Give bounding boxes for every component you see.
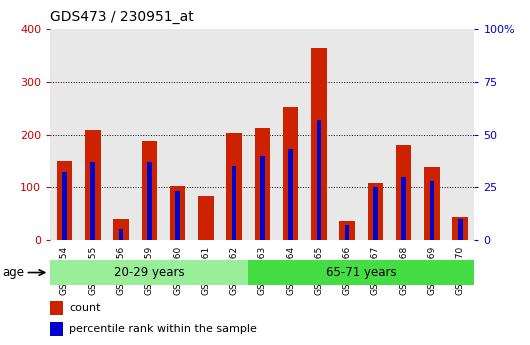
Bar [175,191,180,240]
Bar [232,166,236,240]
Bar [311,48,326,240]
Bar [226,133,242,240]
Bar [401,177,406,240]
Bar [396,145,411,240]
Bar [458,219,463,240]
Text: 65-71 years: 65-71 years [326,266,396,279]
Text: percentile rank within the sample: percentile rank within the sample [69,324,257,334]
Bar [50,301,63,315]
Bar [316,120,321,240]
Bar [424,167,440,240]
Text: GDS473 / 230951_at: GDS473 / 230951_at [50,10,194,24]
Text: 20-29 years: 20-29 years [114,266,184,279]
Bar [260,156,264,240]
Bar [85,130,101,240]
Bar [142,141,157,240]
Bar [113,219,129,240]
Bar [254,128,270,240]
Bar [288,149,293,240]
Bar [170,186,185,240]
Text: count: count [69,303,101,313]
Bar [57,161,72,240]
Bar [50,322,63,336]
Bar [345,225,349,240]
Bar [147,162,152,240]
Bar [339,221,355,240]
Bar [430,181,434,240]
Bar [453,217,468,240]
Bar [283,107,298,240]
Bar [198,196,214,240]
Bar [62,172,67,240]
Text: age: age [3,266,25,279]
FancyBboxPatch shape [50,260,248,285]
Bar [119,229,123,240]
Bar [91,162,95,240]
Bar [368,183,383,240]
FancyBboxPatch shape [248,260,474,285]
Bar [373,187,378,240]
